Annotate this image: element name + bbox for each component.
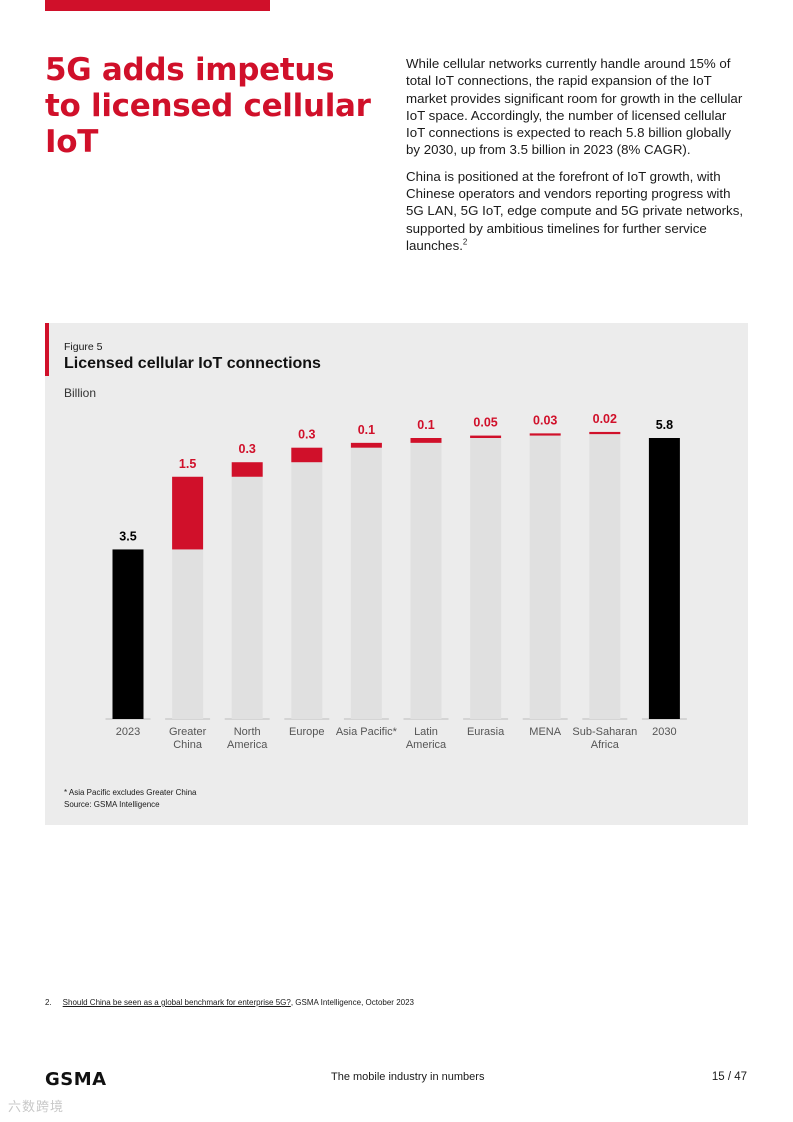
- bar-increment-latin-america: [410, 438, 442, 443]
- data-label-eurasia: 0.05: [473, 416, 497, 430]
- gsma-logo[interactable]: GSMA: [45, 1069, 107, 1090]
- bar-base-sub-saharan-africa: [589, 434, 621, 719]
- data-label-mena: 0.03: [533, 413, 557, 427]
- bar-increment-europe: [291, 447, 323, 463]
- top-accent-bar: [45, 0, 270, 11]
- reference-source: , GSMA Intelligence, October 2023: [290, 998, 414, 1007]
- data-label-greater-china: 1.5: [179, 457, 196, 471]
- tick-label-greater-china: Greater China: [169, 726, 207, 751]
- figure-panel: [45, 323, 748, 825]
- footer-tagline: The mobile industry in numbers: [331, 1071, 485, 1083]
- bar-total-2030: [648, 438, 680, 719]
- data-label-sub-saharan-africa: 0.02: [593, 412, 617, 426]
- figure-unit-label: Billion: [64, 386, 97, 400]
- figure-footnote-asia-pacific: * Asia Pacific excludes Greater China: [64, 788, 197, 797]
- reference-note: 2. Should China be seen as a global bench…: [45, 998, 414, 1007]
- tick-label-2023: 2023: [116, 726, 140, 738]
- page-number: 15 / 47: [711, 1071, 747, 1083]
- figure-footnotes: * Asia Pacific excludes Greater China So…: [64, 787, 197, 810]
- data-label-2023: 3.5: [119, 529, 136, 543]
- tick-label-eurasia: Eurasia: [467, 726, 505, 738]
- reference-number: 2.: [45, 998, 52, 1007]
- figure-source: Source: GSMA Intelligence: [64, 799, 160, 809]
- bar-base-latin-america: [410, 442, 442, 719]
- tick-label-mena: MENA: [529, 726, 561, 738]
- tick-label-sub-saharan-africa: Sub-Saharan Africa: [572, 726, 637, 751]
- bar-increment-asia-pacific: [350, 442, 382, 448]
- bar-increment-sub-saharan-africa: [589, 431, 621, 435]
- data-label-asia-pacific: 0.1: [358, 423, 375, 437]
- bar-base-eurasia: [470, 438, 502, 719]
- data-label-north-america: 0.3: [239, 442, 256, 456]
- bar-increment-greater-china: [172, 476, 204, 550]
- figure-accent-bar: [45, 323, 49, 376]
- bar-total-2023: [112, 549, 144, 719]
- tick-label-europe: Europe: [289, 726, 324, 738]
- tick-label-2030: 2030: [652, 726, 676, 738]
- waterfall-chart: 3.5 2023 1.5 Greater China 0.3 North America 0.3…: [105, 412, 687, 751]
- intro-paragraph-2: China is positioned at the forefront of …: [406, 168, 746, 254]
- reference-link[interactable]: Should China be seen as a global benchma…: [62, 998, 291, 1007]
- bar-base-north-america: [231, 476, 263, 719]
- tick-label-asia-pacific: Asia Pacific*: [336, 726, 398, 738]
- bar-increment-north-america: [231, 462, 263, 477]
- bar-base-mena: [529, 435, 561, 719]
- page-headline: 5G adds impetus to licensed cellular IoT: [45, 52, 371, 160]
- watermark: 六数跨境: [8, 1099, 65, 1114]
- bar-increment-mena: [529, 433, 561, 436]
- intro-text: While cellular networks currently handle…: [406, 55, 746, 263]
- tick-label-latin-america: Latin America: [406, 726, 447, 751]
- bar-base-greater-china: [172, 549, 204, 719]
- data-label-latin-america: 0.1: [417, 418, 434, 432]
- bar-base-asia-pacific: [350, 447, 382, 719]
- bar-base-europe: [291, 462, 323, 719]
- data-label-2030: 5.8: [656, 418, 673, 432]
- tick-label-north-america: North America: [227, 726, 268, 751]
- figure-title: Licensed cellular IoT connections: [64, 355, 321, 372]
- data-label-europe: 0.3: [298, 428, 315, 442]
- footnote-ref-2[interactable]: 2: [462, 237, 468, 247]
- intro-paragraph-1: While cellular networks currently handle…: [406, 56, 743, 158]
- figure-label: Figure 5: [64, 341, 103, 353]
- bar-increment-eurasia: [470, 435, 502, 438]
- intro-paragraph-2-text: China is positioned at the forefront of …: [406, 168, 744, 253]
